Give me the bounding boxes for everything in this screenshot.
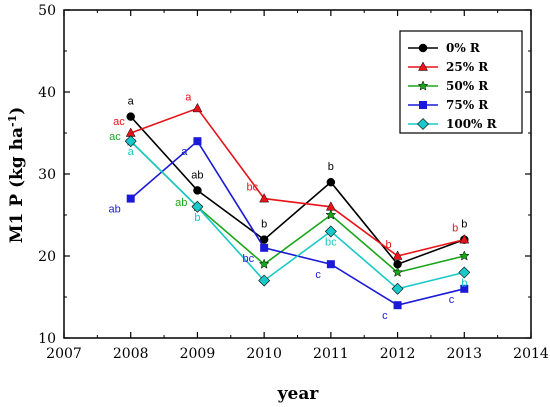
significance-label: b (385, 239, 391, 251)
legend-marker (417, 118, 429, 130)
significance-label: c (315, 269, 321, 281)
significance-label: b (452, 223, 458, 235)
data-point (124, 135, 137, 148)
data-point (392, 266, 403, 277)
legend-label: 50% R (446, 79, 489, 93)
x-tick-label: 2013 (446, 346, 482, 362)
data-point (126, 194, 135, 203)
significance-label: b (461, 219, 467, 231)
legend-label: 75% R (446, 98, 489, 112)
legend-label: 0% R (446, 41, 481, 55)
y-axis-title-sup: -1 (6, 115, 19, 127)
data-point (193, 186, 202, 195)
legend-marker (417, 80, 429, 91)
significance-label: c (449, 294, 455, 306)
significance-label: ab (175, 197, 187, 209)
x-tick-label: 2014 (513, 346, 549, 362)
significance-label: c (382, 310, 388, 322)
x-tick-label: 2008 (113, 346, 149, 362)
series-layer (124, 102, 471, 310)
significance-label: a (128, 96, 135, 108)
x-tick-label: 2011 (313, 346, 349, 362)
data-point (458, 266, 471, 279)
series-line (130, 139, 465, 307)
data-point (393, 301, 402, 310)
data-point (459, 234, 470, 244)
y-axis-title-end: ) (7, 107, 27, 115)
significance-label: b (261, 219, 267, 231)
series-line (130, 116, 465, 266)
data-point (460, 284, 469, 293)
x-tick-label: 2012 (380, 346, 416, 362)
data-point (326, 260, 335, 269)
data-point (193, 137, 202, 146)
data-point (260, 243, 269, 252)
y-axis-title-main: M1 P (kg ha (7, 127, 27, 243)
y-tick-label: 40 (38, 85, 56, 101)
series-1 (126, 112, 469, 269)
legend-label: 25% R (446, 60, 489, 74)
data-point (326, 177, 336, 187)
significance-label: b (461, 277, 467, 289)
significance-label: a (185, 91, 192, 103)
data-point (191, 200, 204, 213)
data-point (192, 102, 203, 113)
legend: 0% R 25% R 50% R 75% R 100% R (399, 30, 523, 134)
legend-label: 100% R (446, 117, 498, 131)
significance-label: ab (191, 169, 203, 181)
significance-label: ac (113, 116, 125, 128)
data-point (392, 250, 403, 260)
significance-label: a (181, 146, 188, 158)
significance-label: bc (247, 182, 259, 194)
series-line (130, 107, 465, 257)
x-tick-label: 2010 (246, 346, 282, 362)
data-point (391, 282, 404, 295)
data-point (325, 209, 337, 220)
y-tick-label: 30 (38, 167, 56, 183)
significance-label: b (194, 212, 200, 224)
legend-marker (418, 61, 428, 71)
significance-label: bc (325, 236, 337, 248)
x-tick-label: 2009 (180, 346, 216, 362)
axes: 2007 2008 2009 2010 2011 2012 2013 2014 10 20 30 40… (38, 3, 549, 362)
series-2 (125, 102, 470, 260)
significance-label: ab (108, 204, 120, 216)
y-tick-label: 10 (38, 331, 56, 347)
x-axis-title: year (277, 384, 320, 404)
series-5 (124, 135, 471, 295)
data-point (458, 250, 470, 261)
legend-marker (418, 43, 428, 53)
series-line (130, 140, 465, 290)
data-point (259, 235, 269, 244)
legend-marker (419, 101, 427, 109)
data-point (259, 193, 270, 203)
x-tick-label: 2007 (46, 346, 82, 362)
significance-label: b (328, 161, 334, 173)
significance-label: bc (243, 253, 255, 265)
y-axis-title: M1 P (kg ha-1) (6, 107, 27, 244)
data-point (258, 258, 270, 269)
data-point (258, 274, 271, 287)
data-point (324, 225, 337, 238)
data-point (126, 112, 135, 121)
significance-label: a (128, 146, 135, 158)
y-tick-label: 50 (38, 3, 56, 19)
significance-label: ac (109, 131, 121, 143)
y-tick-label: 20 (38, 249, 56, 265)
